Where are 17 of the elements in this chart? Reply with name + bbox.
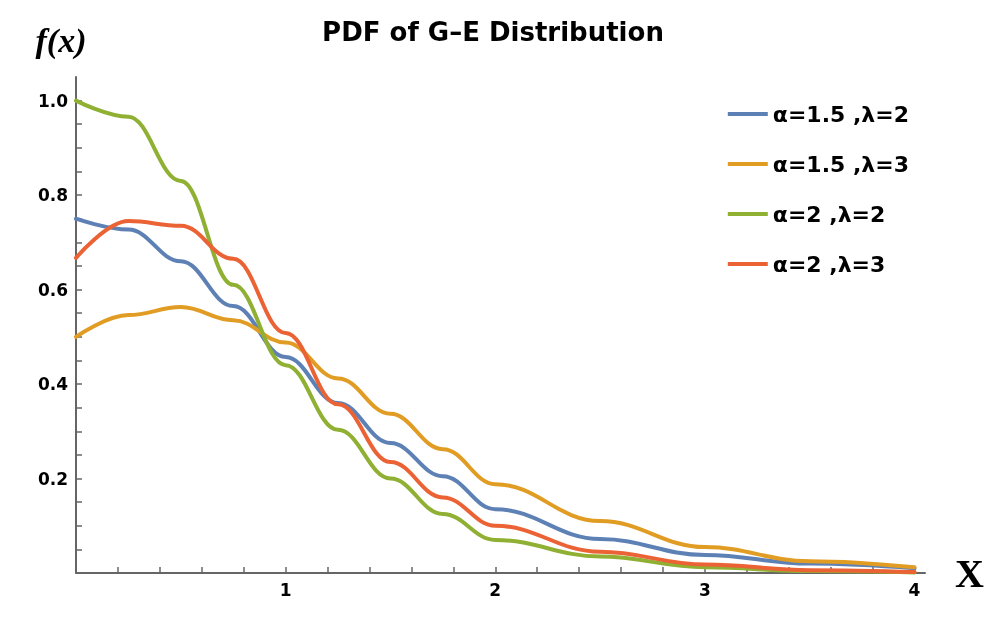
x-tick-label: 1 [279,579,292,600]
x-tick-label: 3 [698,579,711,600]
y-axis-title: f(x) [35,21,87,60]
legend-label: α=1.5 ,λ=2 [772,101,909,127]
y-tick-label: 1.0 [37,90,69,111]
legend-label: α=1.5 ,λ=3 [772,151,909,177]
y-tick-label: 0.2 [37,468,68,489]
x-tick-label: 2 [489,579,502,600]
y-tick-label: 0.4 [37,374,69,395]
x-axis-title: X [955,550,984,596]
x-tick-label: 4 [908,579,921,600]
legend-label: α=2 ,λ=3 [772,251,886,277]
line-series [74,305,917,570]
y-tick-label: 0.8 [37,185,68,206]
y-tick-label: 0.6 [37,279,68,300]
legend-label: α=2 ,λ=2 [772,201,886,227]
chart-title: PDF of G–E Distribution [322,17,664,47]
